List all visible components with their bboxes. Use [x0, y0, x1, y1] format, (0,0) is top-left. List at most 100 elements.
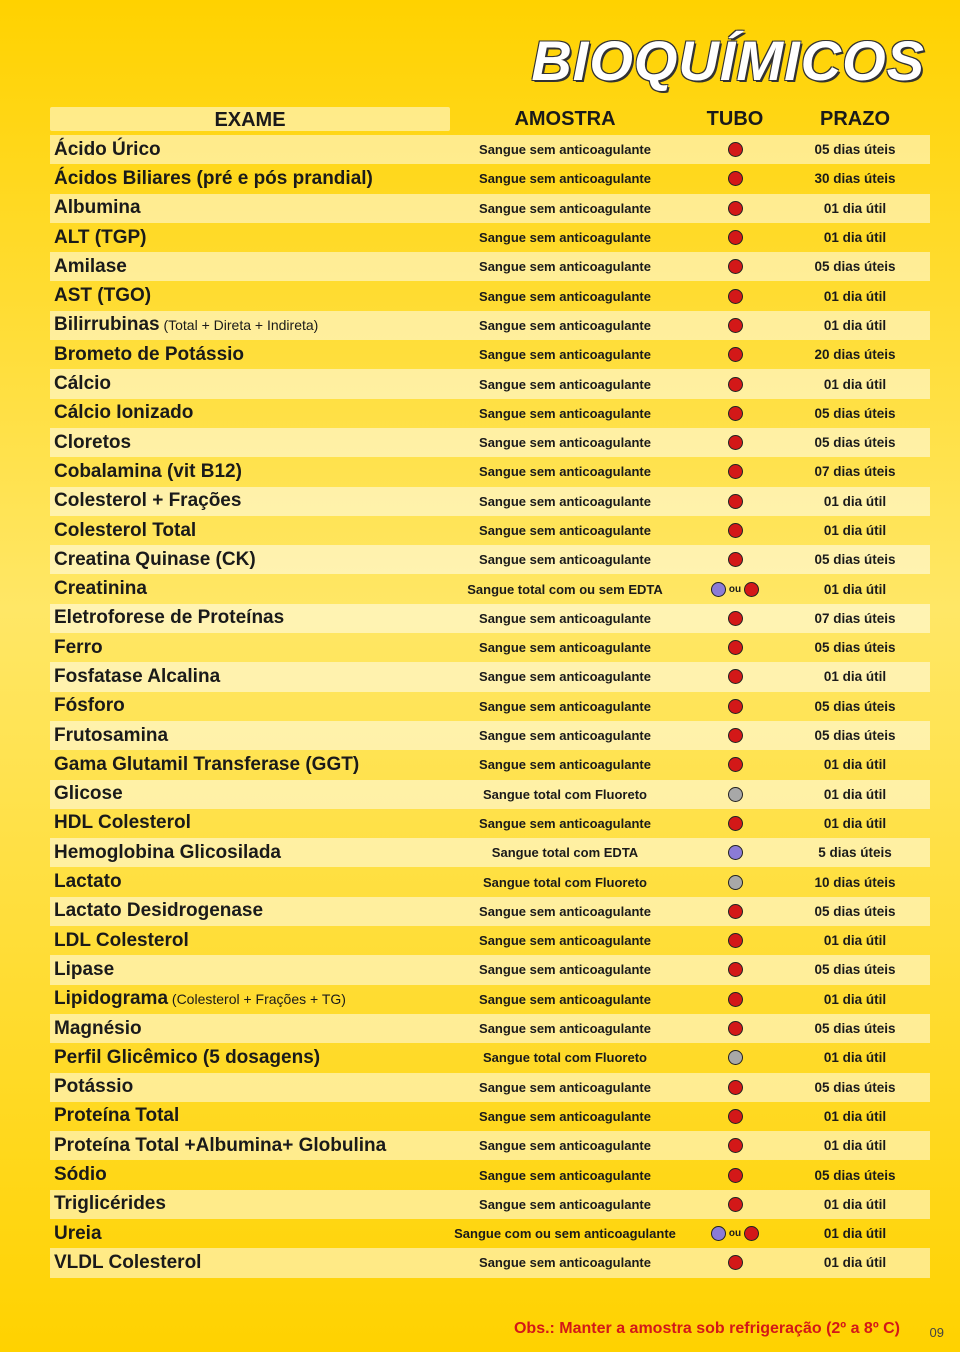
cell-tubo: [680, 1255, 790, 1270]
cell-tubo: [680, 552, 790, 567]
tube-dot-icon: [728, 1080, 743, 1095]
cell-exam: Albumina: [50, 197, 450, 219]
cell-exam: Brometo de Potássio: [50, 344, 450, 366]
table-row: CálcioSangue sem anticoagulante01 dia út…: [50, 369, 930, 398]
cell-amostra: Sangue total com EDTA: [450, 845, 680, 860]
table-row: Gama Glutamil Transferase (GGT)Sangue se…: [50, 750, 930, 779]
cell-tubo: [680, 1021, 790, 1036]
cell-amostra: Sangue total com Fluoreto: [450, 875, 680, 890]
cell-tubo: [680, 699, 790, 714]
cell-exam: Lipidograma (Colesterol + Frações + TG): [50, 988, 450, 1010]
cell-amostra: Sangue sem anticoagulante: [450, 933, 680, 948]
tube-dot-icon: [728, 464, 743, 479]
cell-exam: Ácidos Biliares (pré e pós prandial): [50, 168, 450, 190]
cell-prazo: 30 dias úteis: [790, 171, 920, 186]
cell-prazo: 01 dia útil: [790, 201, 920, 216]
cell-prazo: 01 dia útil: [790, 377, 920, 392]
cell-prazo: 01 dia útil: [790, 523, 920, 538]
cell-amostra: Sangue sem anticoagulante: [450, 289, 680, 304]
cell-tubo: [680, 787, 790, 802]
cell-exam: Hemoglobina Glicosilada: [50, 842, 450, 864]
cell-amostra: Sangue sem anticoagulante: [450, 142, 680, 157]
table-row: FrutosaminaSangue sem anticoagulante05 d…: [50, 721, 930, 750]
cell-tubo: ou: [680, 1226, 790, 1241]
cell-amostra: Sangue sem anticoagulante: [450, 464, 680, 479]
cell-prazo: 05 dias úteis: [790, 640, 920, 655]
cell-prazo: 05 dias úteis: [790, 699, 920, 714]
tube-dot-icon: [728, 728, 743, 743]
cell-prazo: 01 dia útil: [790, 787, 920, 802]
cell-exam: Perfil Glicêmico (5 dosagens): [50, 1047, 450, 1069]
cell-exam: Colesterol + Frações: [50, 490, 450, 512]
table-row: PotássioSangue sem anticoagulante05 dias…: [50, 1073, 930, 1102]
table-row: Cobalamina (vit B12)Sangue sem anticoagu…: [50, 457, 930, 486]
cell-prazo: 01 dia útil: [790, 1138, 920, 1153]
tube-dot-icon: [728, 318, 743, 333]
tube-dot-icon: [728, 259, 743, 274]
table-row: LDL ColesterolSangue sem anticoagulante0…: [50, 926, 930, 955]
cell-amostra: Sangue total com Fluoreto: [450, 787, 680, 802]
cell-prazo: 05 dias úteis: [790, 552, 920, 567]
cell-tubo: [680, 1109, 790, 1124]
table-row: UreiaSangue com ou sem anticoagulanteou0…: [50, 1219, 930, 1248]
cell-prazo: 01 dia útil: [790, 669, 920, 684]
cell-amostra: Sangue sem anticoagulante: [450, 1080, 680, 1095]
cell-exam: ALT (TGP): [50, 227, 450, 249]
tube-dot-icon: [728, 347, 743, 362]
cell-tubo: [680, 728, 790, 743]
cell-amostra: Sangue sem anticoagulante: [450, 962, 680, 977]
table-row: FerroSangue sem anticoagulante 05 dias út…: [50, 633, 930, 662]
cell-exam: Ferro: [50, 637, 450, 659]
tube-dot-icon: [728, 201, 743, 216]
cell-exam: Sódio: [50, 1164, 450, 1186]
tube-dot-icon: [728, 494, 743, 509]
cell-tubo: [680, 1050, 790, 1065]
cell-exam: Bilirrubinas (Total + Direta + Indireta): [50, 314, 450, 336]
table-row: Creatina Quinase (CK)Sangue sem anticoag…: [50, 545, 930, 574]
footnote: Obs.: Manter a amostra sob refrigeração …: [514, 1320, 900, 1338]
cell-tubo: [680, 406, 790, 421]
cell-tubo: [680, 259, 790, 274]
cell-amostra: Sangue total com Fluoreto: [450, 1050, 680, 1065]
tube-dot-icon: [728, 1255, 743, 1270]
tube-dot-icon: [728, 962, 743, 977]
cell-tubo: [680, 992, 790, 1007]
cell-exam: Lactato: [50, 871, 450, 893]
tube-dot-icon: [728, 1050, 743, 1065]
tube-dot-icon: [728, 1021, 743, 1036]
cell-exam: Glicose: [50, 783, 450, 805]
cell-exam: Triglicérides: [50, 1193, 450, 1215]
cell-tubo: [680, 933, 790, 948]
table-row: Ácidos Biliares (pré e pós prandial)Sang…: [50, 164, 930, 193]
table-row: CreatininaSangue total com ou sem EDTAou…: [50, 574, 930, 603]
table-header-row: EXAME AMOSTRA TUBO PRAZO: [50, 105, 930, 133]
tube-dot-icon: [728, 171, 743, 186]
cell-tubo: ou: [680, 582, 790, 597]
table-row: Colesterol TotalSangue sem anticoagulant…: [50, 516, 930, 545]
cell-prazo: 01 dia útil: [790, 1255, 920, 1270]
cell-tubo: [680, 845, 790, 860]
cell-prazo: 05 dias úteis: [790, 142, 920, 157]
ou-label: ou: [729, 584, 741, 595]
cell-prazo: 01 dia útil: [790, 933, 920, 948]
cell-amostra: Sangue sem anticoagulante: [450, 640, 680, 655]
tube-dot-icon: [728, 142, 743, 157]
cell-amostra: Sangue sem anticoagulante: [450, 347, 680, 362]
table-row: AmilaseSangue sem anticoagulante05 dias …: [50, 252, 930, 281]
cell-exam: Magnésio: [50, 1018, 450, 1040]
tube-dot-icon: [728, 1197, 743, 1212]
cell-prazo: 01 dia útil: [790, 1109, 920, 1124]
table-row: LactatoSangue total com Fluoreto10 dias …: [50, 867, 930, 896]
table-row: AST (TGO)Sangue sem anticoagulante01 dia…: [50, 281, 930, 310]
cell-prazo: 05 dias úteis: [790, 904, 920, 919]
page-title: BIOQUÍMICOS: [531, 28, 925, 93]
cell-amostra: Sangue sem anticoagulante: [450, 259, 680, 274]
tube-dot-icon: [711, 1226, 726, 1241]
table-row: Hemoglobina GlicosiladaSangue total com …: [50, 838, 930, 867]
cell-prazo: 05 dias úteis: [790, 1080, 920, 1095]
cell-amostra: Sangue sem anticoagulante: [450, 611, 680, 626]
cell-tubo: [680, 464, 790, 479]
cell-exam: AST (TGO): [50, 285, 450, 307]
cell-prazo: 05 dias úteis: [790, 962, 920, 977]
tube-dot-icon: [728, 552, 743, 567]
